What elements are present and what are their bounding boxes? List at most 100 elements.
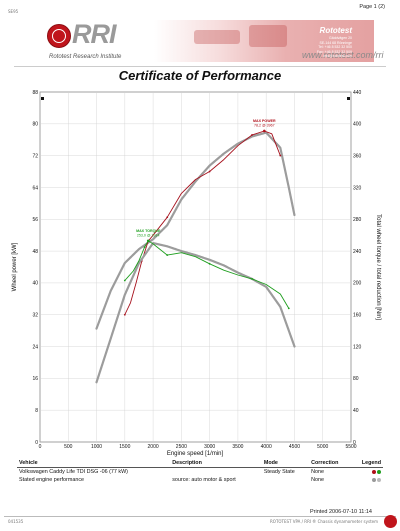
address-line: SE-144 68 Rönninge <box>319 40 353 45</box>
address-line: Tel: +46 8 532 32 500 <box>318 45 352 49</box>
header-vehicle: Vehicle <box>17 459 171 468</box>
footer-code: 041535 <box>8 519 24 524</box>
footer-system-text: ROTOTEST VPA / RRI ® Chassis dynamometer… <box>270 519 378 524</box>
header-description: Description <box>170 459 262 468</box>
series-point <box>123 313 126 316</box>
annotation-value: 78,2 @ 3967 <box>254 123 275 127</box>
x-tick-label: 3000 <box>204 444 215 450</box>
rototest-circle-icon <box>47 24 71 48</box>
annotation-label: MAX TORQUE <box>136 229 161 233</box>
brand-subtitle: Rototest Research Institute <box>49 54 122 60</box>
x-axis-label: Engine speed [1/min] <box>167 451 224 457</box>
series-point <box>208 262 211 265</box>
series-line-1 <box>124 130 281 316</box>
table-row: Volkswagen Caddy Life TDI DSG -06 (77 kW… <box>17 468 383 477</box>
mode-cell: Steady State <box>263 469 295 475</box>
annotation-point <box>263 129 266 133</box>
right-y-tick-label: 440 <box>353 90 362 96</box>
mode-cell <box>262 476 309 484</box>
right-y-tick-label: 40 <box>353 408 359 414</box>
corner-marker-icon <box>347 97 350 100</box>
dyno-photo-icon <box>249 25 287 47</box>
left-y-tick-label: 24 <box>32 344 38 350</box>
left-y-tick-label: 32 <box>32 313 38 319</box>
website: www.rototest.com/rri <box>302 50 384 60</box>
vehicle-cell: Stated engine performance <box>19 477 85 483</box>
company-name: Rototest <box>319 26 352 35</box>
annotation-value: 253,0 @ 1914 <box>137 233 160 237</box>
left-y-tick-label: 8 <box>35 408 38 414</box>
right-y-tick-label: 280 <box>353 217 362 223</box>
series-point <box>166 254 169 256</box>
x-tick-labels: 0 500 1000 1500 2000 2500 3000 3500 4000 4500 5000… <box>39 444 357 450</box>
series-point <box>287 307 290 310</box>
series-line-0 <box>95 131 296 330</box>
series-line-2 <box>95 242 296 384</box>
left-y-tick-label: 80 <box>32 122 38 128</box>
right-y-axis-label: Total wheel torque / total reduction [Nm… <box>375 214 381 320</box>
chart-grid <box>39 91 352 443</box>
series-point <box>279 154 282 157</box>
legend-power-dot-icon <box>372 469 376 474</box>
series-point <box>143 246 146 249</box>
left-y-tick-label: 40 <box>32 281 38 287</box>
right-y-tick-label: 320 <box>353 185 362 191</box>
series-point <box>251 134 253 136</box>
page-number: Page 1 (2) <box>359 4 385 10</box>
right-y-tick-label: 0 <box>353 440 356 446</box>
header: RRI Rototest Research Institute www.roto… <box>14 16 386 67</box>
corner-marker-icon <box>41 97 44 100</box>
x-tick-label: 2500 <box>176 444 187 450</box>
x-tick-label: 1500 <box>119 444 130 450</box>
x-tick-label: 500 <box>64 444 73 450</box>
right-y-tick-label: 240 <box>353 249 362 255</box>
printed-timestamp: Printed 2006-07-10 11:14 <box>310 509 372 515</box>
address-line: Fax: +46 8 532 32 509 <box>316 49 352 54</box>
series-point <box>123 279 126 282</box>
header-legend: Legend <box>351 459 383 468</box>
legend-cell <box>352 468 383 477</box>
brand-logo-text: RRI <box>72 19 116 49</box>
right-y-tick-labels: 0 40 80 120 160 200 240 280 320 360 400 440 <box>353 90 362 446</box>
car-photo-icon <box>194 30 240 44</box>
series-point <box>166 216 169 219</box>
left-y-tick-label: 88 <box>32 90 38 96</box>
description-cell <box>170 468 262 477</box>
header-correction: Correction <box>309 459 352 468</box>
header-mode: Mode <box>261 459 310 468</box>
address-line: Gäddvägen 20 <box>329 36 352 40</box>
left-y-tick-label: 72 <box>32 153 38 159</box>
plot-area <box>39 91 352 443</box>
right-y-tick-label: 120 <box>353 344 362 350</box>
x-tick-label: 3500 <box>232 444 243 450</box>
rri-logo: RRI Rototest Research Institute <box>47 19 147 66</box>
right-y-tick-label: 400 <box>353 122 362 128</box>
right-y-tick-label: 160 <box>353 313 362 319</box>
left-y-tick-labels: 0 8 16 24 32 40 48 56 64 72 80 88 <box>32 90 38 446</box>
left-y-tick-label: 16 <box>32 376 38 382</box>
top-mark: SE95 <box>8 9 19 14</box>
footer-divider <box>4 516 396 517</box>
legend-cell <box>352 476 383 484</box>
left-y-tick-label: 64 <box>32 185 38 191</box>
right-y-tick-label: 360 <box>353 153 362 159</box>
series-point <box>251 278 253 280</box>
correction-cell: None <box>311 469 325 475</box>
x-tick-label: 4000 <box>261 444 272 450</box>
left-y-tick-label: 0 <box>35 440 38 446</box>
certificate-title: Certificate of Performance <box>118 68 282 83</box>
annotation-point <box>146 239 150 243</box>
table-header-row: Vehicle Description Mode Correction Lege… <box>17 459 383 468</box>
annotation-label: MAX POWER <box>253 119 276 123</box>
legend-torque-dot-icon <box>377 477 381 482</box>
x-tick-label: 4500 <box>289 444 300 450</box>
right-y-tick-label: 80 <box>353 376 359 382</box>
legend-power-dot-icon <box>372 477 376 482</box>
right-y-tick-label: 200 <box>353 281 362 287</box>
footer-rototest-logo-icon <box>384 515 397 528</box>
x-tick-label: 2000 <box>148 444 159 450</box>
x-tick-label: 5000 <box>317 444 328 450</box>
